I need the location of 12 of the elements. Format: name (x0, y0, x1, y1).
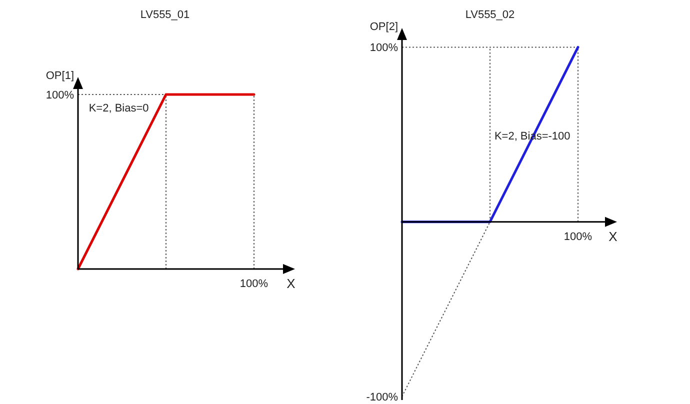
x-axis-title: X (286, 276, 296, 291)
chart-title: LV555_01 (140, 9, 190, 21)
annotation: K=2, Bias=0 (88, 102, 149, 115)
y-axis-title: OP[2] (370, 21, 398, 33)
text: 100% (46, 89, 74, 102)
text: 100% (370, 42, 398, 54)
text: 100% (240, 278, 268, 290)
chart-title: LV555_02 (465, 9, 515, 21)
x-axis-title: X (608, 228, 618, 244)
annotation: 100% (564, 230, 592, 243)
text: -100% (366, 392, 398, 404)
y-axis-title: OP[1] (46, 70, 74, 82)
